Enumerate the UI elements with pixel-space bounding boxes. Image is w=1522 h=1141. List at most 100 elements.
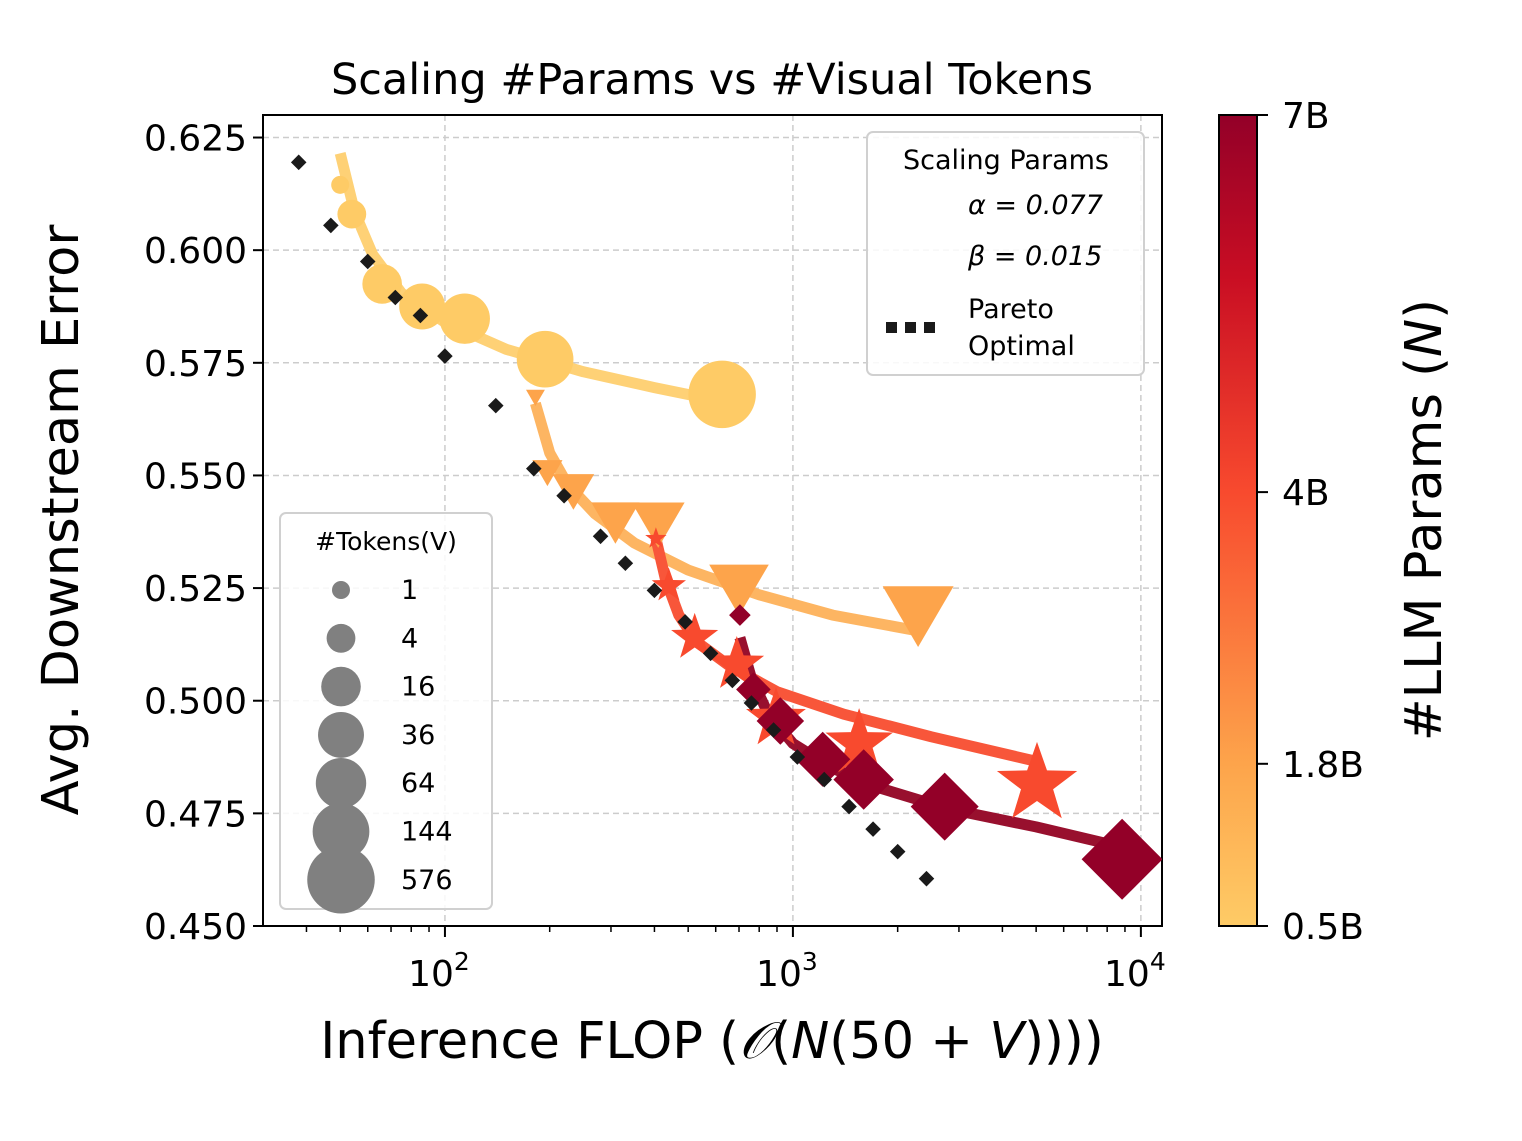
pareto-dot: [323, 217, 339, 234]
x-tick-base: 10: [756, 954, 802, 995]
legend-tokens-title: #Tokens(V): [315, 527, 457, 556]
legend-alpha: α = 0.077: [968, 190, 1103, 221]
x-tick-exp: 4: [1150, 947, 1166, 976]
colorbar: 0.5B 1.8B 4B 7B #LLM Params (N): [1218, 96, 1454, 948]
pareto-dot: [677, 614, 693, 630]
point-7B-64: [833, 749, 894, 810]
x-tick-base: 10: [408, 954, 454, 995]
point-4B-1: [645, 527, 667, 548]
point-4B-144: [825, 708, 893, 773]
x-axis-label-n: N: [791, 1012, 829, 1071]
point-1.8B-576: [882, 586, 954, 647]
legend-pareto-dot-1: [886, 322, 897, 333]
legend-token-label: 576: [401, 865, 453, 896]
legend-pareto-line1: Pareto: [968, 294, 1054, 325]
x-tick-label: 104: [1104, 947, 1166, 995]
x-axis-label-text: Inference FLOP (: [320, 1012, 739, 1071]
y-tick-label: 0.475: [144, 794, 247, 835]
point-1.8B-144: [709, 564, 769, 616]
point-4B-4: [651, 567, 686, 601]
y-tick-label: 0.500: [144, 682, 247, 723]
point-7B-576: [1081, 818, 1162, 900]
legend-token-entries: 1 4 16 36 64 144 576: [307, 575, 453, 914]
pareto-dot: [789, 749, 806, 765]
point-0.5B-64: [439, 293, 490, 344]
point-7B-1: [729, 604, 751, 626]
legend-token-marker: [326, 623, 356, 653]
pareto-dot: [290, 154, 307, 171]
x-tick-label: 102: [408, 947, 470, 995]
pareto-dot: [412, 307, 429, 324]
legend-pareto-swatch: [886, 322, 935, 333]
legend-token-marker: [332, 581, 350, 599]
pareto-dot: [841, 798, 857, 815]
x-axis: 102 103 104: [305, 926, 1166, 995]
pareto-dot: [816, 771, 832, 788]
x-axis-label: Inference FLOP (𝒪(N(50 + V)))): [320, 1012, 1103, 1071]
plot-area: [290, 151, 1162, 900]
point-1.8B-4: [532, 460, 563, 487]
pareto-dot: [918, 870, 935, 887]
fit-line-1.8B: [530, 401, 920, 637]
legend-token-label: 144: [401, 817, 453, 848]
markers: [331, 175, 1162, 900]
legend-params-title: Scaling Params: [903, 145, 1109, 176]
pareto-dot: [724, 672, 741, 689]
pareto-dot: [437, 348, 453, 364]
colorbar-label: #LLM Params (N): [1395, 299, 1454, 741]
y-tick-label: 0.550: [144, 456, 247, 497]
point-7B-36: [795, 731, 851, 787]
legend-token-marker: [321, 666, 361, 707]
plot-frame: [262, 114, 1163, 927]
point-1.8B-64: [631, 502, 685, 548]
x-axis-label-close: )))): [1024, 1012, 1104, 1071]
colorbar-label-prefix: #LLM Params (: [1395, 357, 1454, 741]
point-1.8B-1: [526, 389, 545, 406]
legend-params-box: [866, 131, 1145, 376]
legend-pareto-line2: Optimal: [968, 331, 1075, 362]
pareto-dot: [743, 695, 760, 711]
colorbar-tick-label: 4B: [1282, 473, 1330, 514]
point-0.5B-144: [516, 330, 574, 388]
pareto-line: [290, 154, 935, 887]
x-tick-exp: 3: [802, 947, 818, 976]
y-tick-label: 0.625: [144, 119, 247, 160]
point-7B-4: [736, 672, 771, 707]
legend-token-label: 36: [401, 720, 435, 751]
legend-params: Scaling Params α = 0.077 β = 0.015 Paret…: [866, 131, 1145, 376]
pareto-dot: [646, 582, 663, 599]
legend-token-marker: [318, 711, 364, 758]
chart-title: Scaling #Params vs #Visual Tokens: [331, 55, 1093, 105]
y-tick-label: 0.575: [144, 344, 247, 385]
pareto-dot: [702, 645, 719, 662]
y-tick-label: 0.450: [144, 907, 247, 948]
legend-token-marker: [307, 846, 375, 914]
point-4B-576: [996, 741, 1078, 819]
point-1.8B-36: [591, 502, 640, 544]
point-0.5B-1: [331, 175, 350, 194]
point-4B-16: [671, 612, 719, 658]
y-tick-label: 0.525: [144, 569, 247, 610]
colorbar-tick-label: 7B: [1282, 96, 1330, 137]
y-axis: 0.450 0.475 0.500 0.525 0.550 0.575 0.600 0.625: [144, 119, 263, 948]
legend-pareto-dot-3: [924, 322, 935, 333]
pareto-dot: [865, 821, 881, 837]
pareto-dot: [617, 555, 634, 572]
legend-token-label: 4: [401, 623, 418, 654]
point-7B-144: [910, 772, 979, 841]
colorbar-tick-label: 0.5B: [1282, 907, 1364, 948]
pareto-dot: [592, 528, 609, 545]
colorbar-label-suffix: ): [1395, 299, 1454, 319]
legend-token-marker: [315, 758, 367, 809]
x-tick-label: 103: [756, 947, 818, 995]
x-tick-base: 10: [1104, 954, 1150, 995]
legend-token-label: 64: [401, 768, 435, 799]
colorbar-gradient: [1218, 114, 1258, 927]
point-4B-36: [709, 636, 765, 688]
legend-token-label: 16: [401, 672, 435, 703]
colorbar-label-var: N: [1395, 319, 1454, 357]
pareto-dot: [488, 397, 504, 414]
x-axis-label-v: V: [989, 1012, 1027, 1071]
y-tick-label: 0.600: [144, 231, 247, 272]
legend-pareto-dot-2: [905, 322, 916, 333]
